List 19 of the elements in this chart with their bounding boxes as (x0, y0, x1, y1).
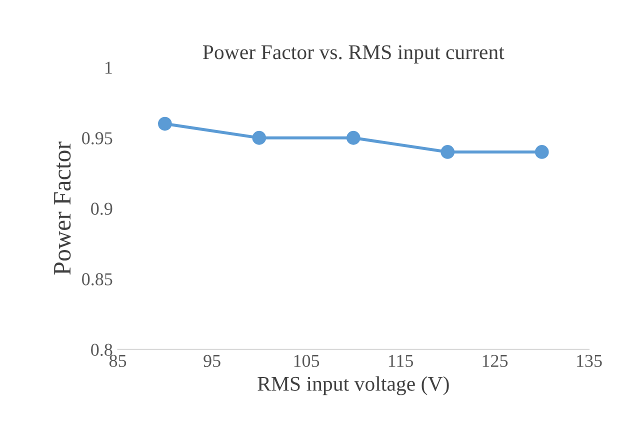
x-axis-title: RMS input voltage (V) (258, 376, 449, 396)
x-tick-label: 85 (109, 354, 126, 367)
y-tick-label: 0.9 (91, 202, 112, 215)
y-tick-label: 0.85 (82, 273, 112, 286)
point (534, 145, 549, 159)
x-tick-label: 105 (294, 354, 320, 367)
x-tick-label: 95 (204, 354, 220, 367)
point (158, 116, 172, 131)
y-tick-label: 0.8 (91, 344, 112, 356)
y-tick-label: 0.95 (82, 132, 112, 144)
point (440, 145, 455, 159)
point (346, 130, 360, 145)
chart-title: Power Factor vs. RMS input current (202, 45, 504, 64)
x-tick-label: 135 (577, 354, 602, 367)
y-tick-label: 1 (106, 62, 112, 74)
y-axis-title: Power Factor (54, 142, 71, 275)
x-tick-label: 115 (388, 354, 414, 367)
x-tick-label: 125 (482, 354, 508, 367)
point (252, 130, 266, 145)
